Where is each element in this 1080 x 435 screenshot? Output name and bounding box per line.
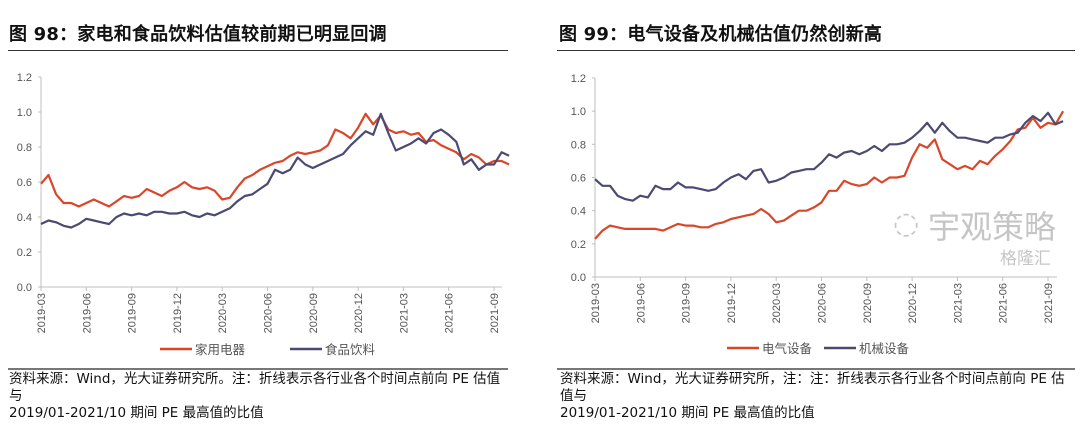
y-tick-label: 0.4 [571, 206, 586, 218]
x-tick-label: 2020-03 [771, 283, 783, 323]
x-tick-label: 2019-09 [681, 283, 693, 323]
series-line-purple [594, 111, 1064, 202]
y-tick-label: 0.4 [17, 212, 32, 224]
x-tick-label: 2021-03 [952, 283, 964, 323]
wechat-icon: ◌ [893, 206, 920, 241]
x-tick-label: 2019-03 [590, 283, 602, 323]
watermark-logo-text: 格隆汇 [1000, 249, 1051, 269]
y-tick-label: 0.6 [17, 177, 32, 189]
x-tick-label: 2019-03 [36, 293, 48, 333]
left-title-rule [8, 50, 508, 51]
y-tick-label: 1.0 [571, 106, 586, 118]
x-tick-label: 2020-03 [217, 293, 229, 333]
watermark-text: 宇观策略 [928, 208, 1057, 246]
legend-label: 家用电器 [195, 342, 246, 357]
x-tick-label: 2020-09 [308, 293, 320, 333]
x-tick-label: 2021-06 [444, 293, 456, 333]
legend-label: 食品饮料 [325, 342, 376, 357]
x-tick-label: 2019-09 [127, 293, 139, 333]
x-tick-label: 2020-06 [817, 283, 829, 323]
left-figure-title: 图 98：家电和食品饮料估值较前期已明显回调 [9, 24, 387, 45]
legend-label: 电气设备 [762, 341, 813, 356]
right-source-note-line1: 资料来源：Wind，光大证券研究所，注：注：折线表示各行业各个时间点前向 PE … [560, 371, 1065, 404]
x-tick-label: 2021-03 [398, 293, 410, 333]
x-tick-label: 2020-12 [907, 283, 919, 323]
x-tick-label: 2019-12 [726, 283, 738, 323]
y-tick-label: 0.2 [571, 239, 586, 251]
x-tick-label: 2021-06 [998, 283, 1010, 323]
x-tick-label: 2020-12 [353, 293, 365, 333]
right-chart: 0.0 0.2 0.4 0.6 0.8 1.0 1.2 2019-03 2019-06 2019-… [571, 73, 1065, 356]
y-tick-label: 0.0 [17, 282, 32, 294]
x-tick-label: 2019-06 [635, 283, 647, 323]
x-tick-label: 2019-06 [81, 293, 93, 333]
y-tick-label: 0.6 [571, 173, 586, 185]
y-tick-label: 0.2 [17, 247, 32, 259]
x-tick-label: 2019-12 [172, 293, 184, 333]
series-line-purple [40, 112, 510, 229]
right-title-rule [557, 50, 1075, 51]
series-line-orange [594, 110, 1065, 240]
y-tick-label: 0.0 [571, 272, 586, 284]
right-source-note: 资料来源：Wind，光大证券研究所，注：注：折线表示各行业各个时间点前向 PE … [560, 371, 1072, 422]
x-tick-label: 2020-06 [263, 293, 275, 333]
x-tick-label: 2020-09 [862, 283, 874, 323]
left-chart: 0.0 0.2 0.4 0.6 0.8 1.0 1.2 2019-03 2019-06 2019-… [17, 72, 510, 357]
x-tick-label: 2021-09 [1043, 283, 1055, 323]
y-tick-label: 0.8 [571, 139, 586, 151]
left-source-note-line1: 资料来源：Wind，光大证券研究所。注：折线表示各行业各个时间点前向 PE 估值… [9, 371, 501, 404]
right-note-rule [557, 368, 1075, 370]
y-tick-label: 1.2 [571, 73, 586, 85]
left-source-note: 资料来源：Wind，光大证券研究所。注：折线表示各行业各个时间点前向 PE 估值… [9, 371, 504, 422]
left-note-rule [8, 368, 508, 370]
y-tick-label: 0.8 [17, 142, 32, 154]
right-source-note-line2: 2019/01-2021/10 期间 PE 最高值的比值 [560, 405, 815, 421]
right-figure-title: 图 99：电气设备及机械估值仍然创新高 [559, 24, 883, 45]
legend-label: 机械设备 [859, 341, 910, 356]
series-line-orange [40, 112, 510, 208]
y-tick-label: 1.0 [17, 107, 32, 119]
x-tick-label: 2021-09 [489, 293, 501, 333]
left-source-note-line2: 2019/01-2021/10 期间 PE 最高值的比值 [9, 405, 264, 421]
y-tick-label: 1.2 [17, 72, 32, 84]
